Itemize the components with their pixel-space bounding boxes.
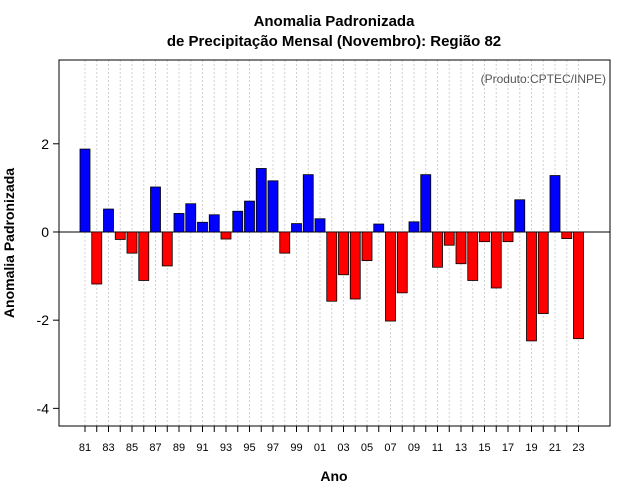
- bar-1986: [138, 231, 150, 281]
- y-tick-label: 0: [41, 224, 49, 240]
- vertical-gridlines: [84, 60, 579, 426]
- x-tick-label: 87: [149, 442, 161, 454]
- x-tick-label: 05: [361, 442, 373, 454]
- y-tick-label: -4: [37, 400, 50, 416]
- chart-title-line-1: Anomalia Padronizada: [254, 13, 416, 30]
- x-axis: 81 83 85 87 89 91 93 95 97 99 01 03 05 07 09 11 13 15 17 19…: [79, 426, 585, 454]
- x-tick-label: 99: [290, 442, 302, 454]
- bar-2000: [302, 174, 314, 233]
- bar-1981: [79, 148, 91, 233]
- x-tick-label: 15: [478, 442, 490, 454]
- bar-1989: [173, 213, 185, 233]
- chart-title-line-2: de Precipitação Mensal (Novembro): Regiã…: [167, 33, 501, 50]
- bar-2015: [479, 231, 490, 243]
- x-tick-label: 23: [572, 442, 584, 454]
- bar-1996: [255, 168, 267, 233]
- x-tick-label: 13: [455, 442, 467, 454]
- bar-1988: [161, 231, 173, 267]
- x-tick-label: 17: [502, 442, 514, 454]
- x-tick-label: 19: [525, 442, 537, 454]
- bar-1998: [279, 231, 291, 254]
- bar-2021: [549, 175, 561, 233]
- bar-2009: [408, 221, 420, 233]
- y-tick-label: 2: [41, 136, 49, 152]
- x-tick-label: 11: [432, 442, 443, 454]
- bar-1983: [103, 208, 114, 233]
- x-tick-label: 03: [337, 442, 349, 454]
- bar-1987: [150, 186, 161, 233]
- bar-2010: [420, 174, 432, 233]
- x-tick-label: 09: [408, 442, 420, 454]
- bar-2013: [455, 231, 467, 265]
- x-tick-label: 85: [126, 442, 138, 454]
- x-tick-label: 93: [220, 442, 232, 454]
- bar-2004: [349, 231, 361, 300]
- x-tick-label: 21: [549, 442, 561, 454]
- x-axis-label: Ano: [320, 468, 347, 484]
- bar-2005: [361, 231, 373, 262]
- bar-1995: [244, 200, 255, 233]
- x-tick-label: 97: [267, 442, 279, 454]
- bar-2008: [396, 231, 408, 294]
- bar-2007: [385, 231, 396, 322]
- bar-2018: [514, 199, 526, 233]
- bar-2011: [432, 231, 443, 268]
- x-tick-label: 81: [79, 442, 91, 454]
- y-tick-label: -2: [37, 312, 50, 328]
- plot-frame: [58, 59, 611, 427]
- y-axis: -4 -2 0 2: [37, 136, 59, 416]
- x-tick-label: 91: [196, 442, 208, 454]
- bar-2014: [467, 231, 479, 281]
- y-axis-label: Anomalia Padronizada: [1, 168, 17, 318]
- x-tick-label: 89: [173, 442, 185, 454]
- source-annotation: (Produto:CPTEC/INPE): [481, 72, 606, 86]
- bar-1994: [232, 210, 244, 233]
- x-tick-label: 01: [314, 442, 326, 454]
- bar-2019: [526, 231, 537, 342]
- bar-1982: [91, 231, 103, 285]
- bar-2020: [537, 231, 549, 314]
- x-tick-label: 83: [102, 442, 114, 454]
- bar-1984: [114, 231, 126, 240]
- bar-2003: [338, 231, 349, 276]
- bar-1997: [267, 180, 279, 233]
- x-tick-label: 07: [384, 442, 396, 454]
- bar-1993: [220, 231, 232, 240]
- x-tick-label: 95: [243, 442, 255, 454]
- bar-1999: [291, 223, 302, 233]
- bar-2006: [373, 223, 385, 233]
- bar-2016: [490, 231, 502, 289]
- bar-1985: [126, 231, 138, 254]
- bar-2001: [314, 218, 326, 233]
- bars: [79, 148, 584, 342]
- bar-1991: [197, 221, 208, 233]
- bar-2017: [502, 231, 514, 243]
- bar-1990: [185, 203, 197, 233]
- bar-2002: [326, 231, 338, 302]
- bar-2023: [573, 231, 584, 340]
- bar-2012: [443, 231, 455, 246]
- bar-2022: [561, 231, 573, 239]
- bar-1992: [208, 214, 220, 233]
